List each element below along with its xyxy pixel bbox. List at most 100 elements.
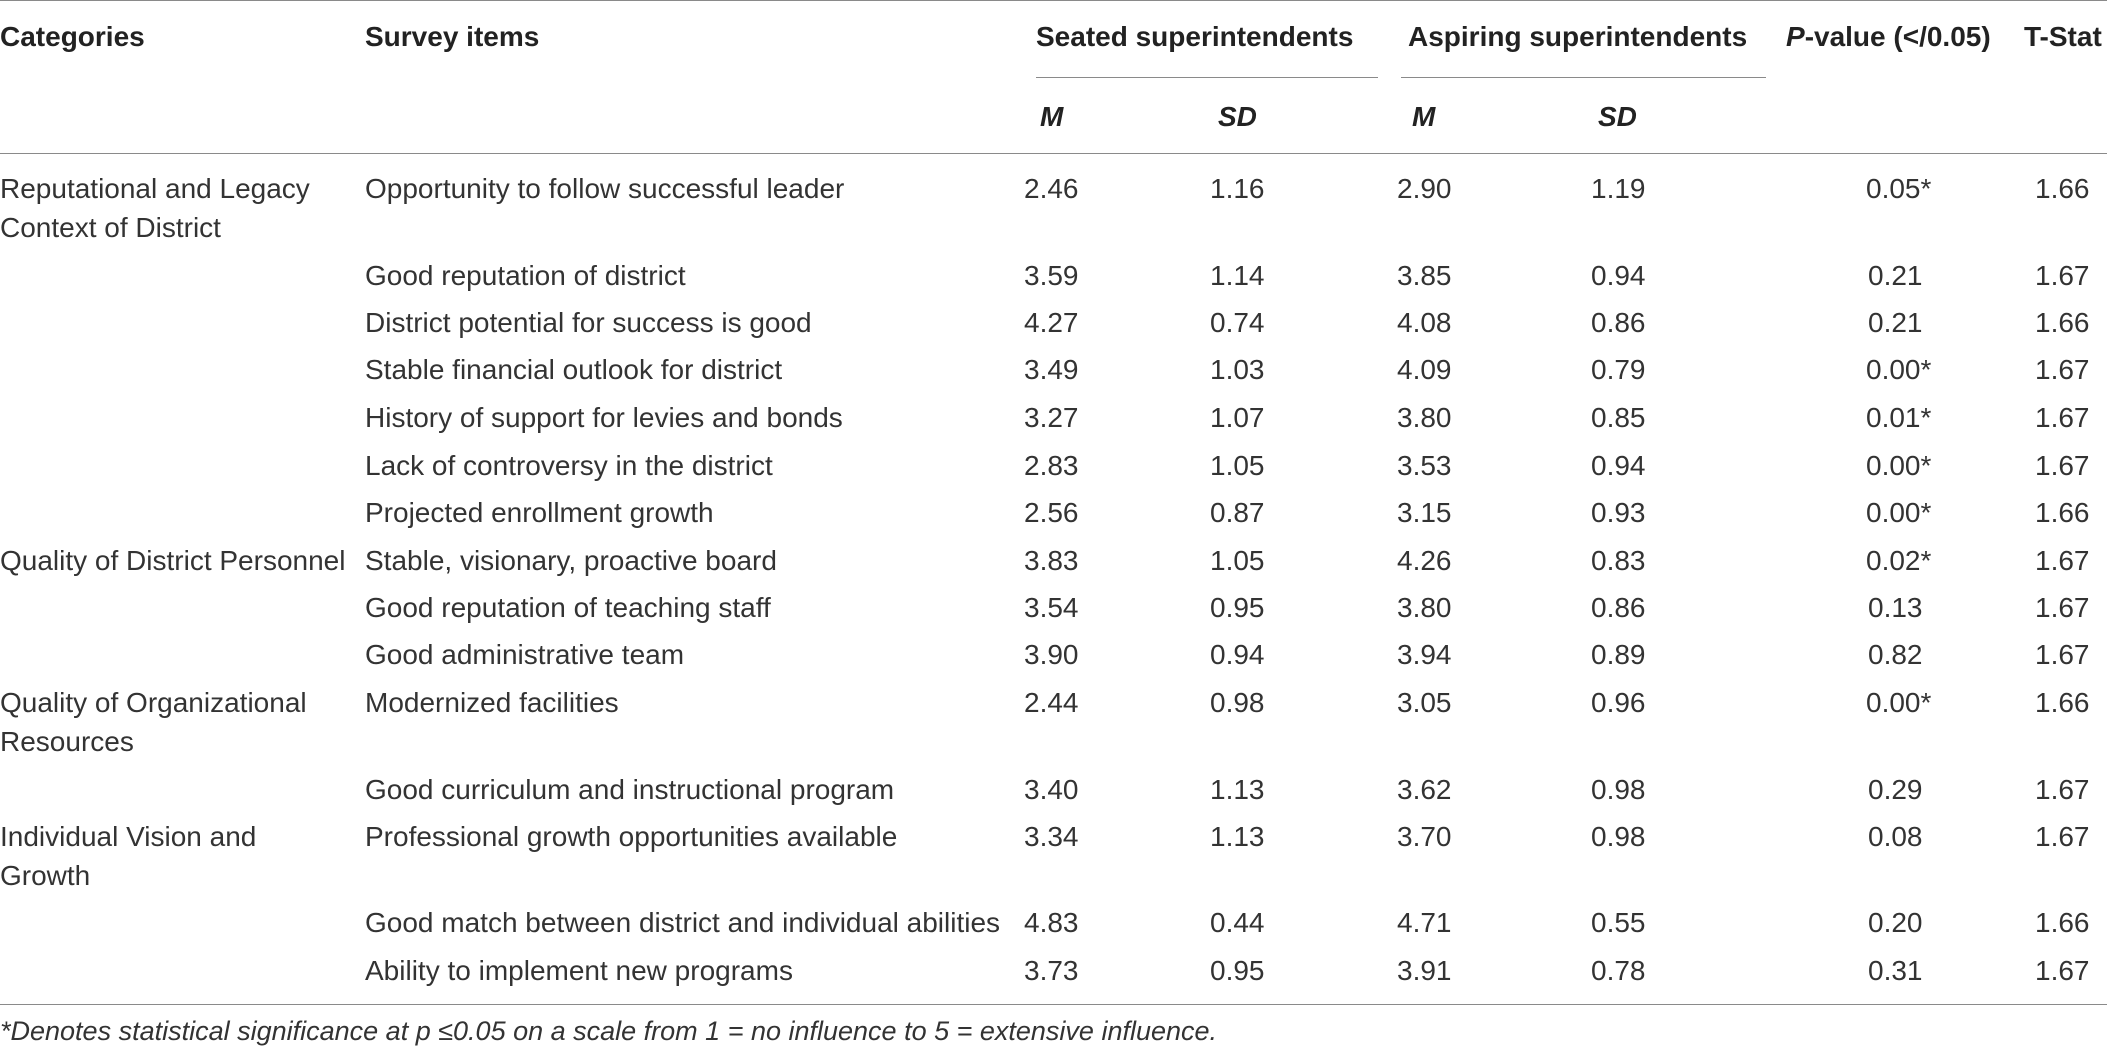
- aspiring-sd-value: 0.94: [1591, 446, 1646, 485]
- p-value: 0.08: [1868, 817, 1923, 856]
- t-stat-value: 1.67: [2035, 951, 2090, 990]
- header-aspiring-superintendents: Aspiring superintendents: [1408, 17, 1747, 56]
- aspiring-sd-value: 0.55: [1591, 903, 1646, 942]
- seated-m-value: 4.27: [1024, 303, 1079, 342]
- aspiring-m-value: 3.62: [1397, 770, 1452, 809]
- seated-m-value: 3.90: [1024, 635, 1079, 674]
- aspiring-sd-value: 0.94: [1591, 256, 1646, 295]
- seated-m-value: 2.44: [1024, 683, 1079, 722]
- seated-sd-value: 0.44: [1210, 903, 1265, 942]
- t-stat-value: 1.66: [2035, 303, 2090, 342]
- aspiring-m-value: 3.70: [1397, 817, 1452, 856]
- aspiring-m-value: 3.05: [1397, 683, 1452, 722]
- aspiring-m-value: 3.91: [1397, 951, 1452, 990]
- survey-item: History of support for levies and bonds: [365, 398, 843, 437]
- survey-item: Lack of controversy in the district: [365, 446, 773, 485]
- survey-item: Opportunity to follow successful leader: [365, 169, 844, 208]
- t-stat-value: 1.66: [2035, 683, 2090, 722]
- header-categories: Categories: [0, 17, 145, 56]
- survey-item: Projected enrollment growth: [365, 493, 714, 532]
- aspiring-m-value: 4.09: [1397, 350, 1452, 389]
- aspiring-m-value: 2.90: [1397, 169, 1452, 208]
- header-t-stat: T-Stat: [2024, 17, 2102, 56]
- p-value: 0.05*: [1866, 169, 1931, 208]
- aspiring-sd-value: 0.98: [1591, 770, 1646, 809]
- seated-m-value: 3.40: [1024, 770, 1079, 809]
- header-survey-items: Survey items: [365, 17, 539, 56]
- header-p-value: P-value (</0.05): [1786, 17, 1991, 56]
- aspiring-m-value: 3.85: [1397, 256, 1452, 295]
- table-top-rule: [0, 0, 2107, 1]
- p-value: 0.31: [1868, 951, 1923, 990]
- p-value: 0.29: [1868, 770, 1923, 809]
- category-reputational-legacy: Reputational and Legacy Context of Distr…: [0, 169, 350, 247]
- survey-item: Good reputation of district: [365, 256, 686, 295]
- aspiring-sd-value: 0.83: [1591, 541, 1646, 580]
- aspiring-sd-value: 0.78: [1591, 951, 1646, 990]
- aspiring-m-value: 4.71: [1397, 903, 1452, 942]
- seated-sd-value: 1.13: [1210, 770, 1265, 809]
- aspiring-sd-value: 0.86: [1591, 303, 1646, 342]
- aspiring-sd-value: 0.89: [1591, 635, 1646, 674]
- header-p-value-rest: -value (</0.05): [1805, 21, 1991, 52]
- p-value: 0.13: [1868, 588, 1923, 627]
- seated-m-value: 2.83: [1024, 446, 1079, 485]
- aspiring-sd-value: 0.79: [1591, 350, 1646, 389]
- t-stat-value: 1.67: [2035, 635, 2090, 674]
- aspiring-m-value: 3.94: [1397, 635, 1452, 674]
- t-stat-value: 1.67: [2035, 350, 2090, 389]
- survey-item: Stable financial outlook for district: [365, 350, 782, 389]
- aspiring-sd-value: 0.93: [1591, 493, 1646, 532]
- t-stat-value: 1.66: [2035, 169, 2090, 208]
- p-value: 0.21: [1868, 256, 1923, 295]
- p-value: 0.00*: [1866, 493, 1931, 532]
- category-vision-growth: Individual Vision and Growth: [0, 817, 350, 895]
- seated-sd-value: 1.14: [1210, 256, 1265, 295]
- category-district-personnel: Quality of District Personnel: [0, 541, 350, 580]
- seated-sd-value: 0.95: [1210, 951, 1265, 990]
- survey-item: District potential for success is good: [365, 303, 812, 342]
- seated-sd-value: 0.98: [1210, 683, 1265, 722]
- p-value: 0.02*: [1866, 541, 1931, 580]
- t-stat-value: 1.66: [2035, 493, 2090, 532]
- seated-m-value: 3.54: [1024, 588, 1079, 627]
- p-value: 0.21: [1868, 303, 1923, 342]
- p-value: 0.00*: [1866, 446, 1931, 485]
- aspiring-sd-value: 0.85: [1591, 398, 1646, 437]
- aspiring-sd-value: 1.19: [1591, 169, 1646, 208]
- aspiring-m-value: 3.80: [1397, 398, 1452, 437]
- t-stat-value: 1.67: [2035, 770, 2090, 809]
- table-footnote: *Denotes statistical significance at p ≤…: [0, 1016, 1217, 1047]
- seated-sd-value: 1.07: [1210, 398, 1265, 437]
- t-stat-value: 1.67: [2035, 588, 2090, 627]
- subheader-aspiring-sd: SD: [1598, 97, 1637, 136]
- seated-header-underline: [1036, 77, 1378, 78]
- category-organizational-resources: Quality of Organizational Resources: [0, 683, 350, 761]
- header-seated-superintendents: Seated superintendents: [1036, 17, 1353, 56]
- t-stat-value: 1.67: [2035, 446, 2090, 485]
- subheader-aspiring-m: M: [1412, 97, 1435, 136]
- header-bottom-rule: [0, 153, 2107, 154]
- survey-item: Modernized facilities: [365, 683, 619, 722]
- seated-m-value: 3.34: [1024, 817, 1079, 856]
- seated-m-value: 4.83: [1024, 903, 1079, 942]
- seated-m-value: 3.59: [1024, 256, 1079, 295]
- seated-m-value: 3.73: [1024, 951, 1079, 990]
- survey-item: Good administrative team: [365, 635, 684, 674]
- p-value: 0.00*: [1866, 350, 1931, 389]
- seated-sd-value: 0.74: [1210, 303, 1265, 342]
- aspiring-sd-value: 0.86: [1591, 588, 1646, 627]
- subheader-seated-sd: SD: [1218, 97, 1257, 136]
- seated-m-value: 2.46: [1024, 169, 1079, 208]
- survey-item: Professional growth opportunities availa…: [365, 817, 897, 856]
- aspiring-m-value: 3.53: [1397, 446, 1452, 485]
- seated-m-value: 3.49: [1024, 350, 1079, 389]
- aspiring-m-value: 4.08: [1397, 303, 1452, 342]
- t-stat-value: 1.67: [2035, 541, 2090, 580]
- survey-item: Stable, visionary, proactive board: [365, 541, 777, 580]
- p-value: 0.01*: [1866, 398, 1931, 437]
- seated-sd-value: 0.94: [1210, 635, 1265, 674]
- seated-m-value: 2.56: [1024, 493, 1079, 532]
- seated-m-value: 3.83: [1024, 541, 1079, 580]
- survey-item: Ability to implement new programs: [365, 951, 793, 990]
